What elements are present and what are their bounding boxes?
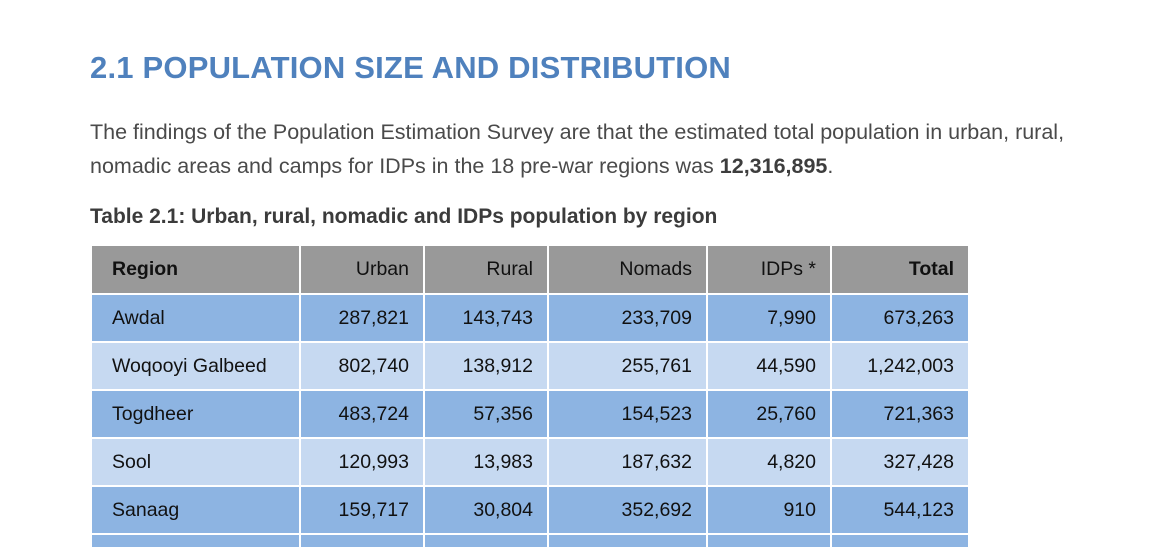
cell-rural: 138,912: [424, 342, 549, 391]
intro-paragraph: The findings of the Population Estimatio…: [90, 115, 1140, 183]
cell-idps: 25,760: [707, 390, 832, 439]
header-idps: IDPs *: [707, 246, 832, 295]
cell-empty: [707, 534, 832, 549]
total-population-value: 12,316,895: [719, 154, 828, 178]
header-nomads: Nomads: [548, 246, 708, 295]
cell-rural: 57,356: [424, 390, 549, 439]
cell-urban: 802,740: [300, 342, 425, 391]
cell-total: 1,242,003: [831, 342, 968, 391]
cell-region: Awdal: [92, 294, 301, 343]
table-caption: Table 2.1: Urban, rural, nomadic and IDP…: [90, 205, 718, 228]
table-row: Togdheer 483,724 57,356 154,523 25,760 7…: [92, 390, 968, 439]
cell-total: 721,363: [831, 390, 968, 439]
table-row: Sool 120,993 13,983 187,632 4,820 327,42…: [92, 438, 968, 487]
cell-empty: [548, 534, 708, 549]
cell-rural: 30,804: [424, 486, 549, 535]
cell-empty: [424, 534, 549, 549]
cell-idps: 4,820: [707, 438, 832, 487]
cell-idps: 44,590: [707, 342, 832, 391]
header-urban: Urban: [300, 246, 425, 295]
cell-nomads: 187,632: [548, 438, 708, 487]
cell-rural: 143,743: [424, 294, 549, 343]
header-total: Total: [831, 246, 968, 295]
cell-region: Sool: [92, 438, 301, 487]
cell-empty: [300, 534, 425, 549]
cell-region: Sanaag: [92, 486, 301, 535]
cell-region: Woqooyi Galbeed: [92, 342, 301, 391]
cell-total: 673,263: [831, 294, 968, 343]
cell-nomads: 233,709: [548, 294, 708, 343]
cell-urban: 287,821: [300, 294, 425, 343]
cell-nomads: 255,761: [548, 342, 708, 391]
header-rural: Rural: [424, 246, 549, 295]
table-header-row: Region Urban Rural Nomads IDPs * Total: [92, 246, 968, 295]
cell-idps: 910: [707, 486, 832, 535]
cell-total: 327,428: [831, 438, 968, 487]
cell-region: Togdheer: [92, 390, 301, 439]
cell-nomads: 154,523: [548, 390, 708, 439]
cell-urban: 120,993: [300, 438, 425, 487]
population-table: Region Urban Rural Nomads IDPs * Total A…: [92, 246, 968, 549]
cell-urban: 483,724: [300, 390, 425, 439]
table-row: Woqooyi Galbeed 802,740 138,912 255,761 …: [92, 342, 968, 391]
cell-empty: [92, 534, 301, 549]
cell-empty: [831, 534, 968, 549]
cell-urban: 159,717: [300, 486, 425, 535]
table-row-cut-off: [92, 534, 968, 549]
paragraph-period: .: [827, 154, 834, 178]
paragraph-text: The findings of the Population Estimatio…: [90, 120, 1065, 178]
section-heading: 2.1 POPULATION SIZE AND DISTRIBUTION: [90, 50, 732, 85]
header-region: Region: [92, 246, 301, 295]
table-row: Awdal 287,821 143,743 233,709 7,990 673,…: [92, 294, 968, 343]
cell-nomads: 352,692: [548, 486, 708, 535]
cell-idps: 7,990: [707, 294, 832, 343]
cell-total: 544,123: [831, 486, 968, 535]
cell-rural: 13,983: [424, 438, 549, 487]
table-row: Sanaag 159,717 30,804 352,692 910 544,12…: [92, 486, 968, 535]
